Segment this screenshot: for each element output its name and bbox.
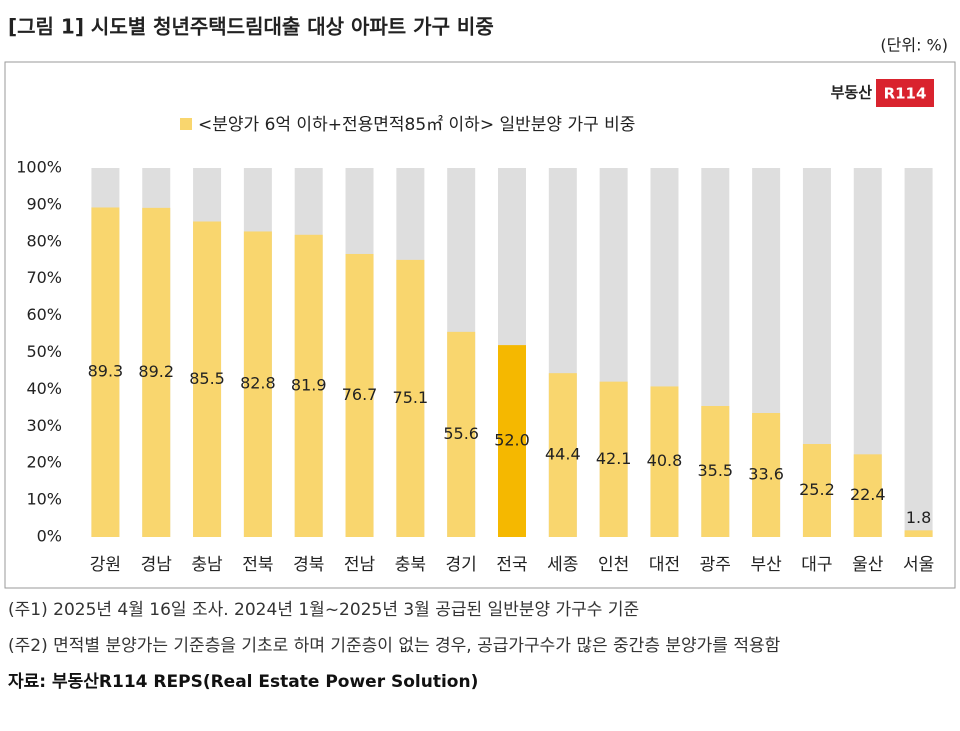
bar: [802, 444, 831, 537]
bar: [498, 345, 526, 537]
y-tick-label: 100%: [16, 158, 62, 177]
x-tick-label: 서울: [903, 555, 934, 575]
y-tick-label: 0%: [37, 527, 62, 546]
bar: [142, 207, 171, 538]
x-tick-label: 대구: [801, 555, 832, 575]
value-label: 42.1: [596, 449, 632, 468]
x-tick-label: 인천: [598, 555, 629, 575]
x-tick-label: 강원: [90, 555, 121, 575]
value-label: 89.2: [138, 362, 174, 381]
y-tick-label: 60%: [26, 305, 62, 324]
chart-frame: [4, 61, 956, 589]
bar: [650, 386, 679, 537]
bar: [396, 259, 425, 537]
x-tick-label: 경북: [293, 555, 324, 575]
chart: [그림 1] 시도별 청년주택드림대출 대상 아파트 가구 비중 (단위: %)…: [4, 15, 956, 589]
bar: [701, 406, 730, 537]
notes: (주1) 2025년 4월 16일 조사. 2024년 1월~2025년 3월 …: [8, 592, 953, 700]
bar: [294, 234, 323, 537]
legend-label: <분양가 6억 이하+전용면적85㎡ 이하> 일반분양 가구 비중: [198, 115, 635, 135]
bar: [853, 454, 882, 537]
bar: [447, 331, 476, 537]
logo-badge-text: R114: [884, 85, 927, 103]
value-label: 81.9: [291, 375, 327, 394]
x-tick-label: 경기: [446, 555, 477, 575]
value-label: 22.4: [850, 485, 886, 504]
bar: [345, 253, 374, 538]
bar: [548, 373, 577, 537]
x-tick-label: 광주: [700, 555, 731, 575]
y-tick-label: 80%: [26, 231, 62, 250]
value-label: 82.8: [240, 374, 276, 393]
value-label: 35.5: [697, 461, 733, 480]
y-tick-label: 20%: [26, 453, 62, 472]
bar-track: [904, 168, 933, 537]
y-tick-label: 50%: [26, 342, 62, 361]
x-tick-label: 충남: [191, 555, 223, 575]
x-tick-label: 전남: [344, 555, 376, 575]
source: 자료: 부동산R114 REPS(Real Estate Power Solut…: [8, 672, 479, 692]
value-label: 55.6: [443, 424, 479, 443]
chart-title: [그림 1] 시도별 청년주택드림대출 대상 아파트 가구 비중: [8, 15, 494, 39]
value-label: 25.2: [799, 480, 835, 499]
value-label: 76.7: [342, 385, 378, 404]
y-tick-label: 70%: [26, 268, 62, 287]
y-tick-label: 90%: [26, 194, 62, 213]
unit-label: (단위: %): [880, 36, 948, 55]
note: (주2) 면적별 분양가는 기준층을 기초로 하며 기준층이 없는 경우, 공급…: [8, 636, 781, 656]
y-tick-label: 40%: [26, 379, 62, 398]
logo-badge: [876, 79, 934, 107]
x-tick-label: 전국: [496, 555, 527, 575]
x-tick-label: 세종: [547, 555, 578, 575]
bar: [752, 413, 781, 537]
logo-text: 부동산: [831, 84, 873, 102]
legend-swatch: [180, 118, 192, 130]
y-tick-label: 30%: [26, 416, 62, 435]
x-tick-label: 대전: [649, 555, 680, 575]
x-tick-label: 경남: [141, 555, 173, 575]
value-label: 75.1: [393, 388, 429, 407]
x-tick-label: 부산: [750, 555, 782, 575]
value-label: 1.8: [906, 508, 931, 527]
value-label: 40.8: [647, 451, 683, 470]
bar: [243, 231, 272, 537]
bar: [91, 207, 120, 537]
x-tick-label: 울산: [852, 555, 884, 575]
value-label: 44.4: [545, 445, 581, 464]
note: (주1) 2025년 4월 16일 조사. 2024년 1월~2025년 3월 …: [8, 600, 640, 620]
value-label: 89.3: [88, 362, 124, 381]
bar: [904, 530, 933, 537]
value-label: 33.6: [748, 465, 784, 484]
x-tick-label: 전북: [242, 555, 273, 575]
y-tick-label: 10%: [26, 490, 62, 509]
x-tick-label: 충북: [395, 555, 426, 575]
bar: [193, 221, 222, 537]
value-label: 52.0: [494, 431, 530, 450]
bar: [599, 381, 628, 537]
value-label: 85.5: [189, 369, 225, 388]
